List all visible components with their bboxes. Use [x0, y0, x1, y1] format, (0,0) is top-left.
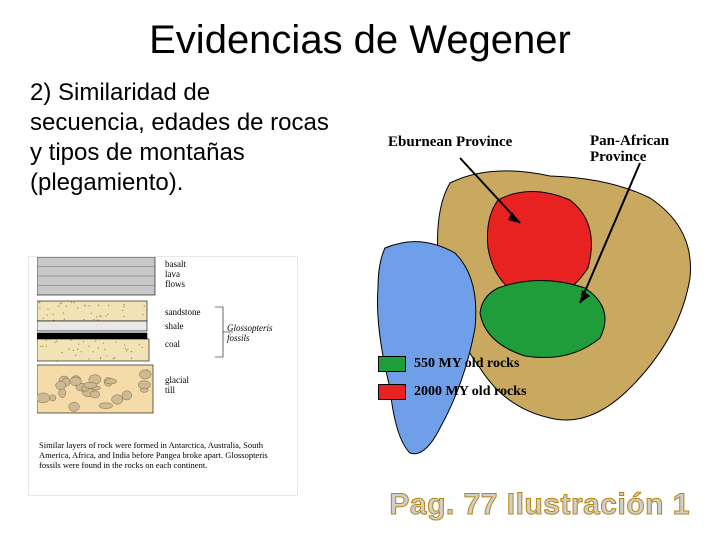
map-svg [330, 128, 710, 458]
slide-title: Evidencias de Wegener [0, 18, 720, 63]
eburnean-label: Eburnean Province [388, 134, 512, 151]
map-figure: Eburnean Province Pan-African Province 5… [330, 128, 710, 458]
strata-layer-label: till [165, 385, 175, 395]
strata-layer-label: lava [165, 269, 180, 279]
fossil-label: Glossopteris [227, 323, 273, 333]
strata-layer-label: shale [165, 321, 184, 331]
page-reference: Pag. 77 Ilustración 1 [389, 488, 690, 522]
legend-swatch [378, 384, 406, 400]
strata-layer-label: flows [165, 279, 185, 289]
strata-layer-label: coal [165, 339, 180, 349]
panafrican-label: Pan-African Province [590, 134, 710, 166]
fossil-label: fossils [227, 333, 250, 343]
strata-figure: basaltlavaflows sandstone shale coal glacial… [28, 256, 298, 496]
strata-layer-label: glacial [165, 375, 189, 385]
strata-layer-label: sandstone [165, 307, 201, 317]
slide-subtitle: 2) Similaridad de secuencia, edades de r… [30, 78, 330, 198]
strata-layer-label: basalt [165, 259, 186, 269]
legend-text: 2000 MY old rocks [414, 384, 526, 400]
legend-row: 550 MY old rocks [378, 356, 519, 372]
legend-text: 550 MY old rocks [414, 356, 519, 372]
legend-swatch [378, 356, 406, 372]
strata-caption: Similar layers of rock were formed in An… [39, 441, 291, 470]
legend-row: 2000 MY old rocks [378, 384, 526, 400]
